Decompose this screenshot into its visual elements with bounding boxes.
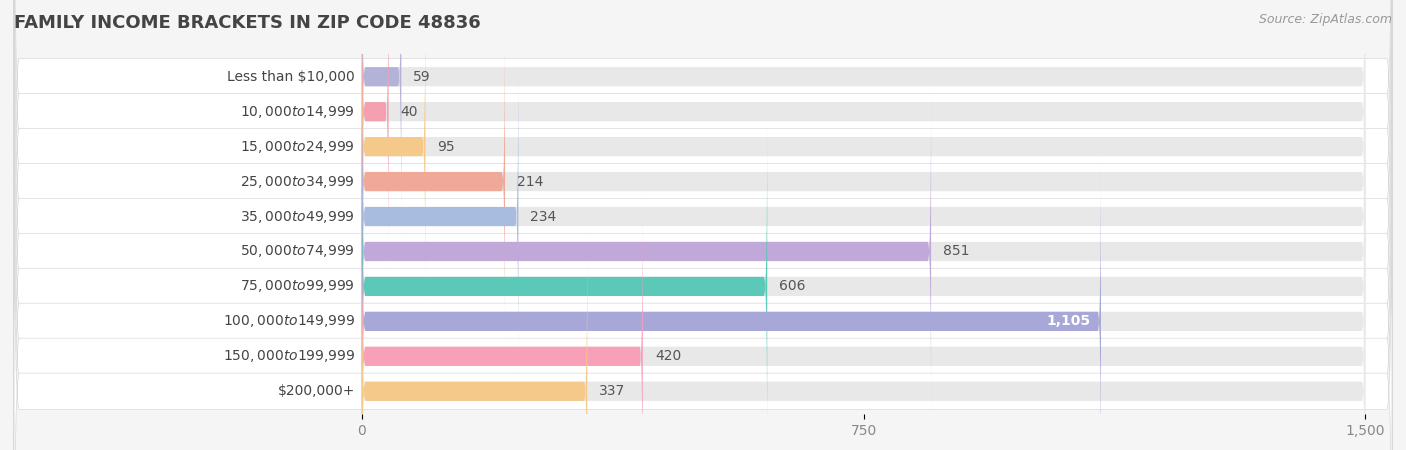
Text: 95: 95 xyxy=(437,140,456,153)
Text: 420: 420 xyxy=(655,349,681,363)
Text: 59: 59 xyxy=(413,70,432,84)
FancyBboxPatch shape xyxy=(361,226,588,450)
Text: Source: ZipAtlas.com: Source: ZipAtlas.com xyxy=(1258,14,1392,27)
FancyBboxPatch shape xyxy=(361,17,1365,346)
FancyBboxPatch shape xyxy=(361,17,505,346)
Text: 40: 40 xyxy=(401,105,418,119)
Text: 851: 851 xyxy=(943,244,970,258)
Text: 1,105: 1,105 xyxy=(1047,315,1091,328)
Text: $25,000 to $34,999: $25,000 to $34,999 xyxy=(240,174,356,189)
FancyBboxPatch shape xyxy=(14,0,1392,443)
Text: $75,000 to $99,999: $75,000 to $99,999 xyxy=(240,279,356,294)
FancyBboxPatch shape xyxy=(14,0,1392,408)
FancyBboxPatch shape xyxy=(361,191,643,450)
FancyBboxPatch shape xyxy=(14,60,1392,450)
FancyBboxPatch shape xyxy=(14,0,1392,338)
FancyBboxPatch shape xyxy=(361,156,1365,450)
FancyBboxPatch shape xyxy=(361,86,1365,417)
Text: $35,000 to $49,999: $35,000 to $49,999 xyxy=(240,208,356,225)
Text: $200,000+: $200,000+ xyxy=(278,384,356,398)
FancyBboxPatch shape xyxy=(14,0,1392,450)
FancyBboxPatch shape xyxy=(361,0,1365,312)
Text: Less than $10,000: Less than $10,000 xyxy=(228,70,356,84)
Text: 337: 337 xyxy=(599,384,626,398)
FancyBboxPatch shape xyxy=(361,156,1101,450)
FancyBboxPatch shape xyxy=(14,25,1392,450)
Text: FAMILY INCOME BRACKETS IN ZIP CODE 48836: FAMILY INCOME BRACKETS IN ZIP CODE 48836 xyxy=(14,14,481,32)
FancyBboxPatch shape xyxy=(361,0,1365,277)
FancyBboxPatch shape xyxy=(361,226,1365,450)
FancyBboxPatch shape xyxy=(361,0,426,312)
Text: $150,000 to $199,999: $150,000 to $199,999 xyxy=(222,348,356,364)
Text: $50,000 to $74,999: $50,000 to $74,999 xyxy=(240,243,356,260)
Text: 214: 214 xyxy=(517,175,544,189)
FancyBboxPatch shape xyxy=(14,95,1392,450)
Text: $10,000 to $14,999: $10,000 to $14,999 xyxy=(240,104,356,120)
Text: $15,000 to $24,999: $15,000 to $24,999 xyxy=(240,139,356,155)
FancyBboxPatch shape xyxy=(14,0,1392,450)
FancyBboxPatch shape xyxy=(361,86,931,417)
Text: $100,000 to $149,999: $100,000 to $149,999 xyxy=(222,313,356,329)
FancyBboxPatch shape xyxy=(361,0,401,242)
FancyBboxPatch shape xyxy=(361,51,519,382)
FancyBboxPatch shape xyxy=(361,122,1365,450)
FancyBboxPatch shape xyxy=(361,191,1365,450)
FancyBboxPatch shape xyxy=(14,0,1392,373)
Text: 606: 606 xyxy=(779,279,806,293)
FancyBboxPatch shape xyxy=(361,122,768,450)
FancyBboxPatch shape xyxy=(361,51,1365,382)
FancyBboxPatch shape xyxy=(361,0,1365,242)
FancyBboxPatch shape xyxy=(361,0,388,277)
FancyBboxPatch shape xyxy=(14,130,1392,450)
Text: 234: 234 xyxy=(530,210,557,224)
